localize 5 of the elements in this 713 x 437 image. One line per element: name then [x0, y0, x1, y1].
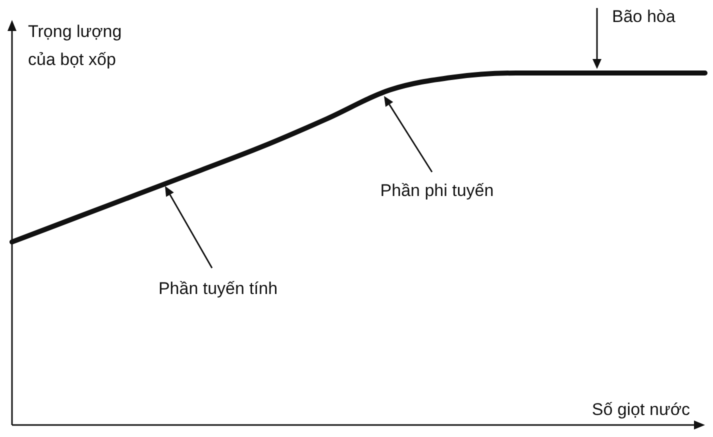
text: Bão hòa [612, 7, 676, 26]
x-axis-title: Số giọt nước [592, 400, 690, 419]
annotation: Phần tuyến tính [158, 279, 278, 298]
y-axis-title: Trọng lượng của bọt xốp [28, 22, 122, 69]
annotation: Phần phi tuyến [380, 181, 494, 200]
